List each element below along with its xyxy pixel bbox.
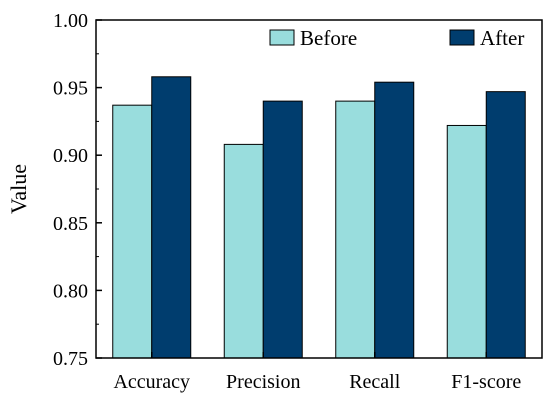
bar-before-precision [223, 143, 264, 359]
y-tick-label: 1.00 [53, 10, 88, 32]
bar-after-precision [262, 100, 303, 359]
x-tick-label: Recall [349, 371, 401, 393]
y-tick-label: 0.75 [53, 348, 88, 370]
y-tick-label: 0.80 [53, 280, 88, 302]
x-tick-label: Accuracy [113, 371, 190, 393]
legend-swatch-after [449, 29, 475, 46]
bar-before-accuracy [112, 104, 153, 359]
y-tick-label: 0.95 [53, 78, 88, 100]
bar-after-f1-score [485, 91, 526, 359]
legend-label-before: Before [300, 26, 357, 50]
bar-after-accuracy [151, 76, 192, 359]
bar-after-recall [374, 81, 415, 359]
legend-label-after: After [480, 26, 524, 50]
x-tick-label: Precision [226, 371, 300, 393]
bar-before-f1-score [446, 124, 487, 359]
y-axis-title: Value [6, 164, 31, 214]
legend-swatch-before [269, 29, 295, 46]
bar-before-recall [335, 100, 376, 359]
y-tick-label: 0.90 [53, 145, 88, 167]
bars-layer [112, 76, 526, 359]
y-tick-label: 0.85 [53, 213, 88, 235]
ticks-layer: 0.75 0.80 0.85 0.90 0.95 1.00 Accuracy Precisio… [53, 10, 521, 393]
legend: Before After [269, 26, 524, 50]
x-tick-label: F1-score [451, 371, 521, 393]
plot-frame [95, 19, 543, 359]
